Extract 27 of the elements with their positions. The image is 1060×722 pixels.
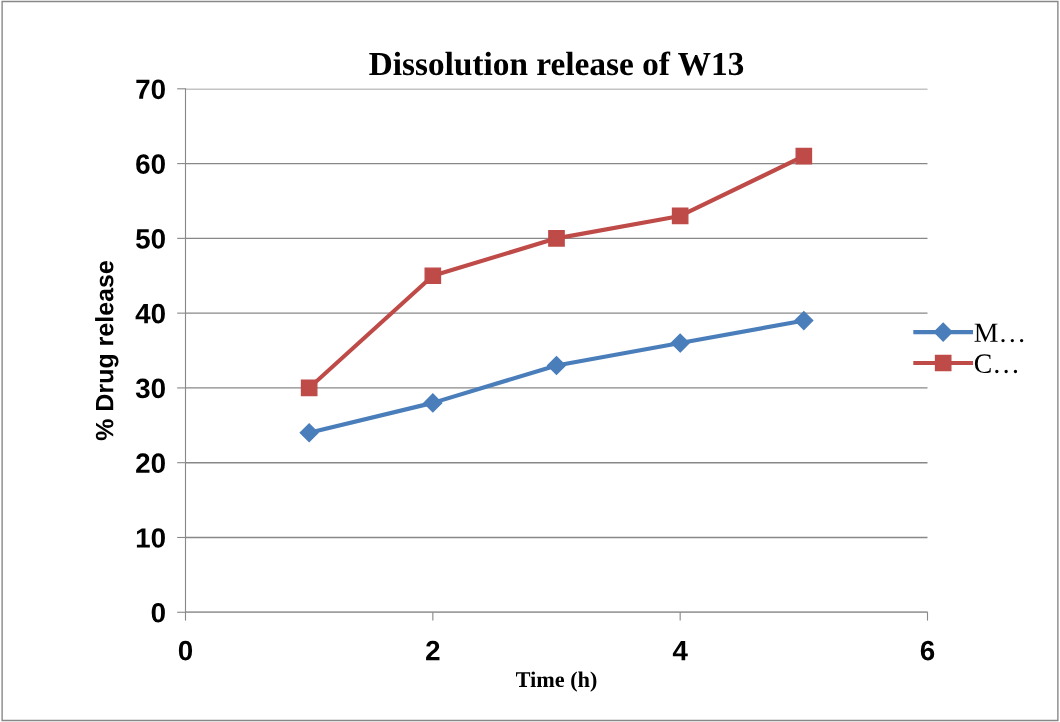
y-axis-title: % Drug release	[95, 261, 119, 441]
point	[794, 311, 814, 331]
point	[424, 267, 442, 285]
y-tick-label: 30	[135, 378, 165, 399]
x-tick-label: 2	[426, 640, 440, 661]
chart-title: Dissolution release of W13	[369, 51, 744, 76]
legend-label: M…	[974, 323, 1024, 343]
x-tick-label: 4	[672, 641, 688, 661]
point	[548, 230, 565, 247]
point	[423, 393, 443, 413]
point	[300, 379, 318, 397]
point	[546, 355, 567, 376]
point	[670, 333, 690, 353]
y-tick-label: 40	[135, 303, 165, 324]
x-tick-label: 6	[920, 640, 935, 661]
point	[299, 423, 319, 443]
y-tick-label: 60	[136, 154, 165, 174]
x-axis-title: Time (h)	[516, 671, 597, 692]
y-tick-label: 10	[136, 528, 165, 548]
y-tick-label: 20	[136, 453, 165, 474]
y-tick-label: 50	[136, 229, 165, 249]
point	[671, 207, 689, 225]
x-tick-label: 0	[178, 640, 193, 661]
legend-label: C…	[974, 354, 1018, 374]
y-tick-label: 70	[136, 79, 165, 100]
point	[795, 147, 813, 165]
y-tick-label: 0	[151, 602, 165, 623]
